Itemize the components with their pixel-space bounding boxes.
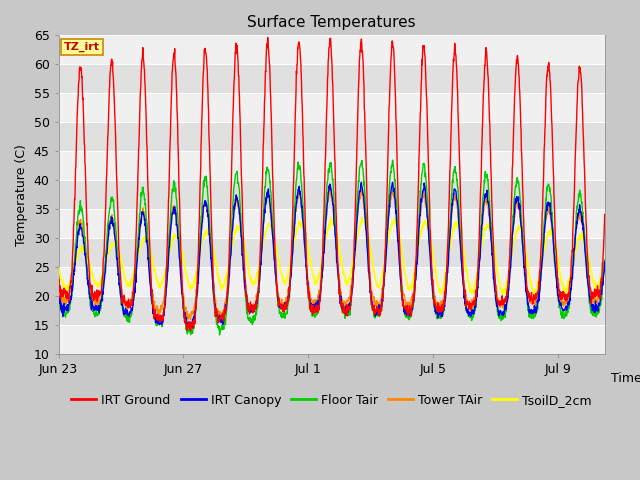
Bar <box>59 122 605 151</box>
Bar <box>59 64 605 93</box>
Bar <box>59 180 605 209</box>
Bar <box>59 36 605 64</box>
X-axis label: Time: Time <box>611 372 640 384</box>
Title: Surface Temperatures: Surface Temperatures <box>247 15 416 30</box>
Text: TZ_irt: TZ_irt <box>64 42 100 52</box>
Y-axis label: Temperature (C): Temperature (C) <box>15 144 28 246</box>
Bar <box>59 93 605 122</box>
Bar <box>59 296 605 325</box>
Bar <box>59 267 605 296</box>
Bar <box>59 325 605 354</box>
Bar <box>59 151 605 180</box>
Bar <box>59 209 605 238</box>
Bar <box>59 238 605 267</box>
Legend: IRT Ground, IRT Canopy, Floor Tair, Tower TAir, TsoilD_2cm: IRT Ground, IRT Canopy, Floor Tair, Towe… <box>67 389 597 412</box>
